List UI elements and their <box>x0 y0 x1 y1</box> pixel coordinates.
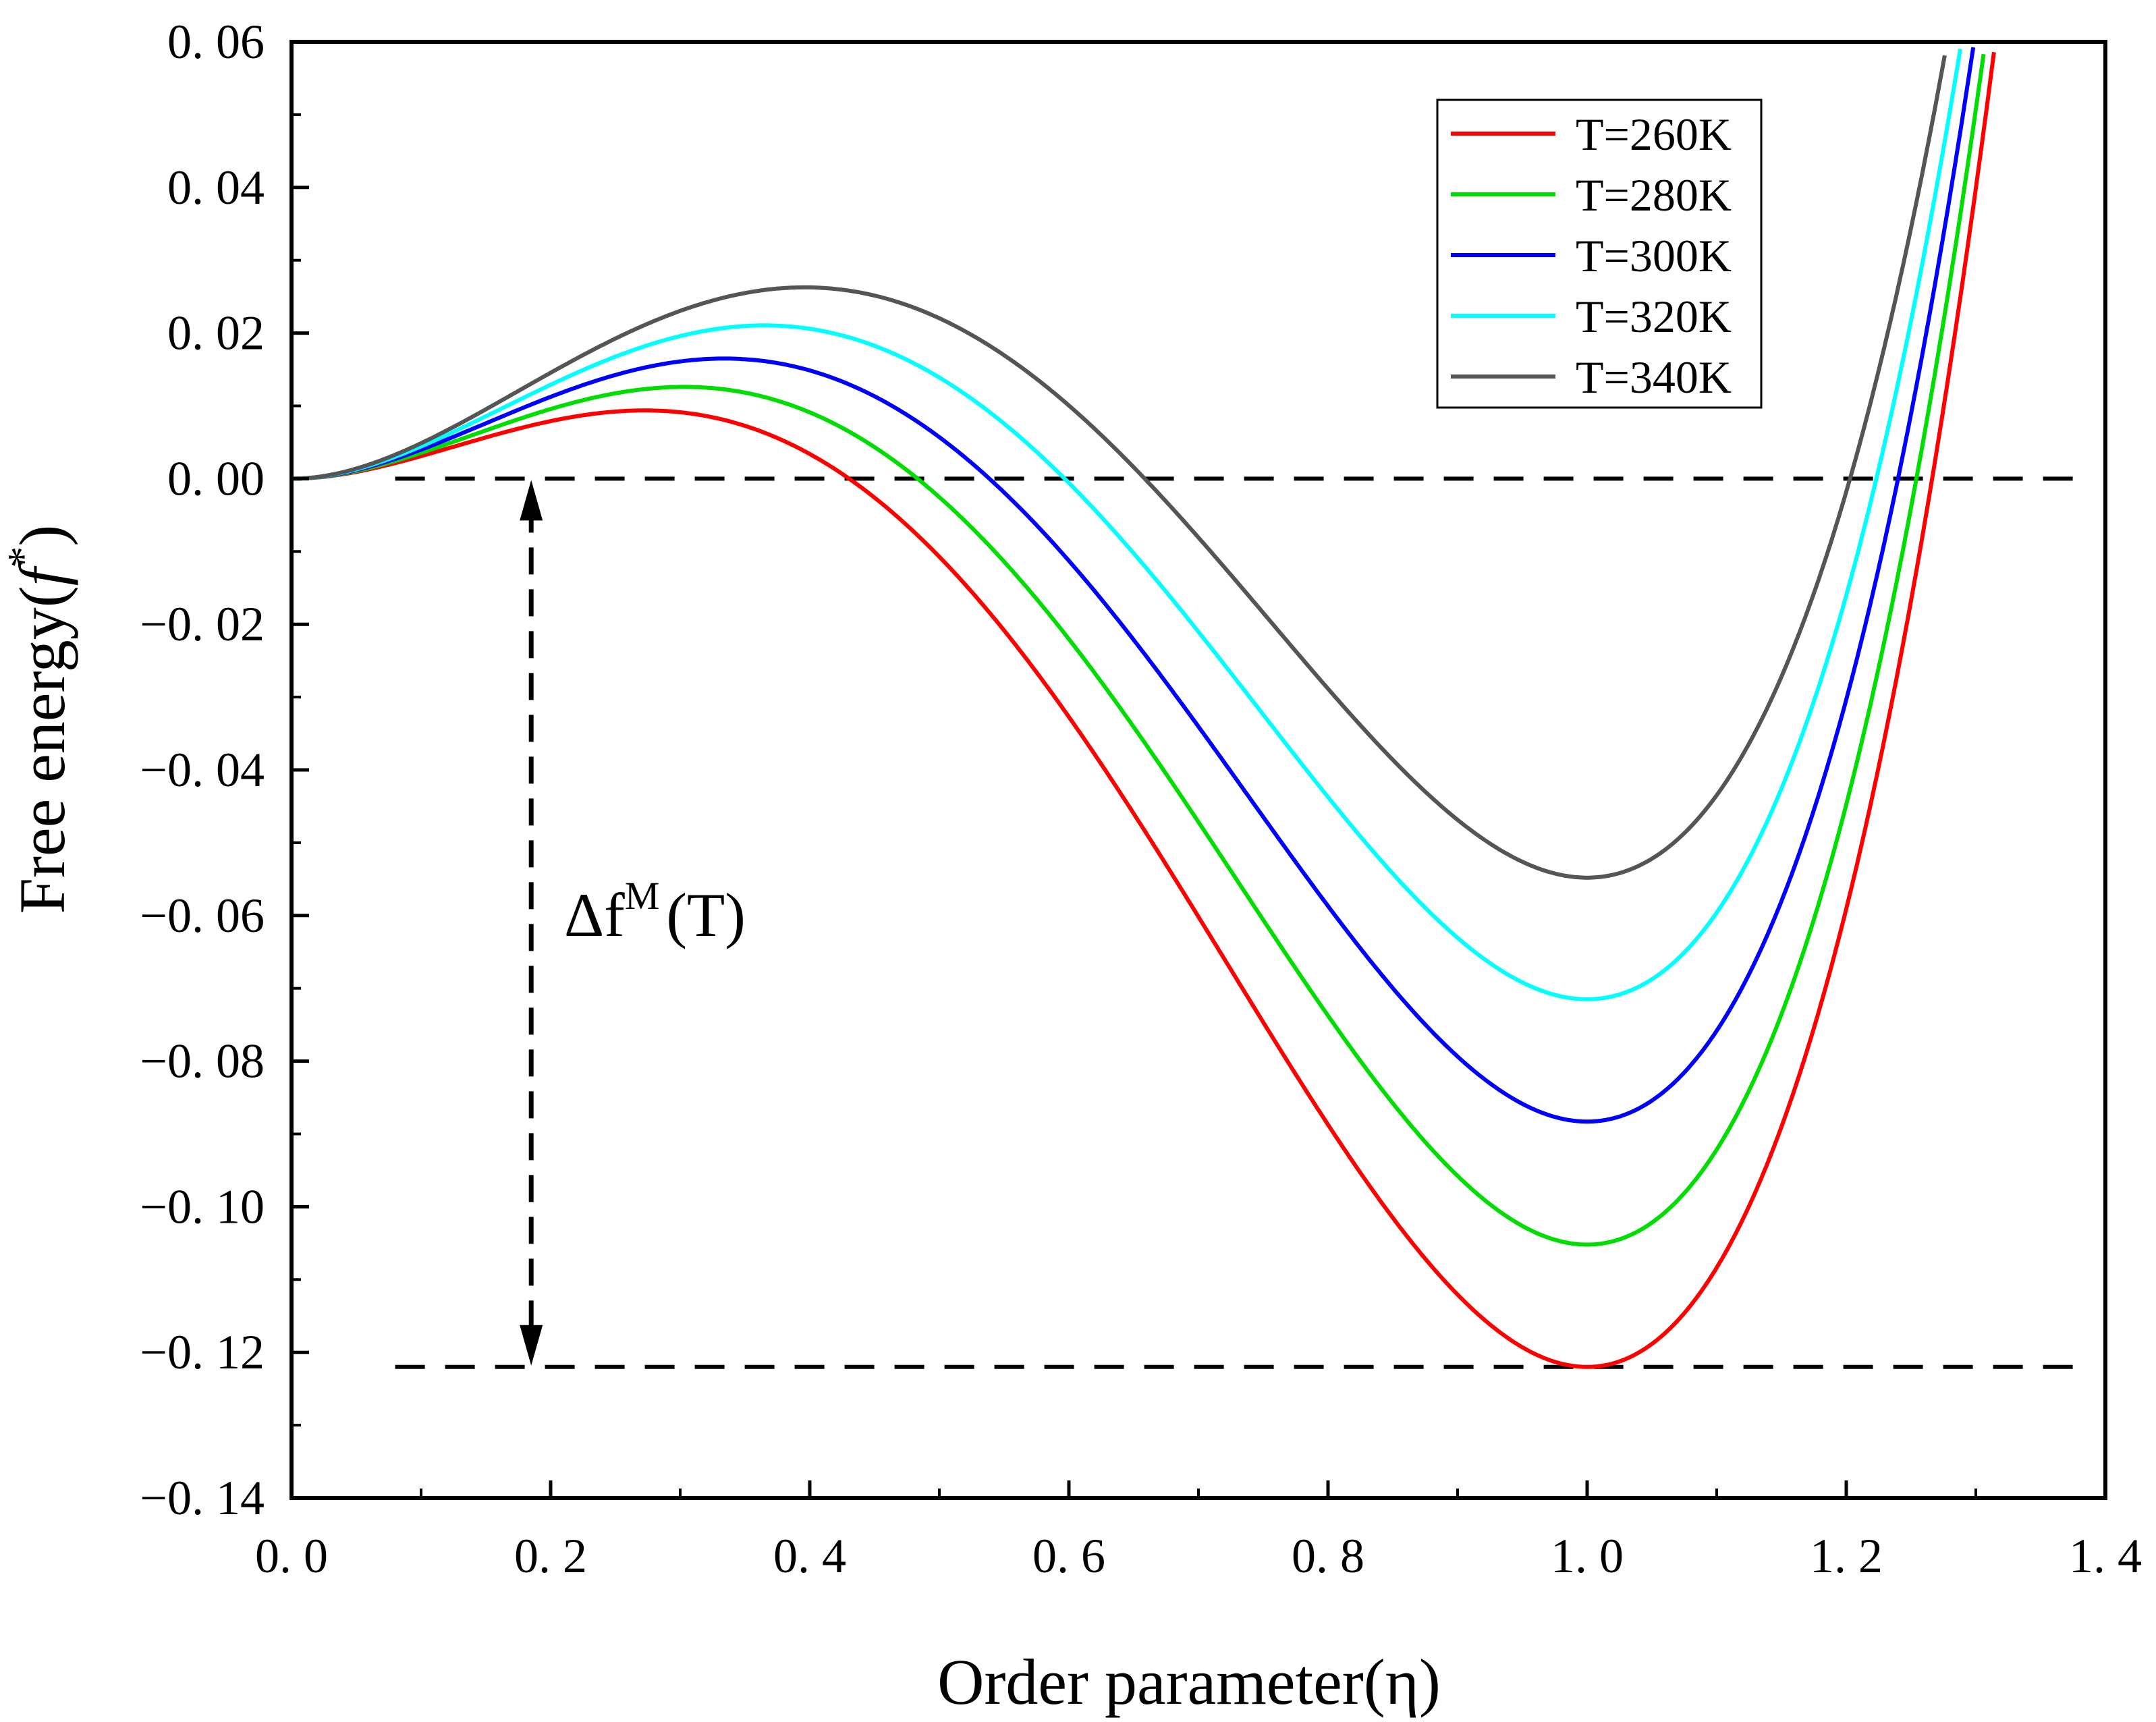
x-tick-label: 1. 2 <box>1810 1529 1883 1583</box>
y-tick-label: −0. 14 <box>140 1471 265 1525</box>
legend-label: T=280K <box>1576 169 1732 221</box>
legend-label: T=260K <box>1576 109 1732 160</box>
series-line-T=340K <box>292 55 1947 880</box>
x-axis-title: Order parameter(η) <box>937 1646 1441 1718</box>
annotation-arrowhead-top <box>520 480 543 521</box>
y-tick-label: 0. 02 <box>167 306 265 360</box>
series-line-T=280K <box>292 53 1986 1247</box>
series-lines <box>292 47 1996 1369</box>
annotation-arrowhead-bottom <box>520 1325 543 1366</box>
y-tick-label: −0. 10 <box>140 1179 265 1233</box>
legend-label: T=340K <box>1576 352 1732 403</box>
y-tick-label: −0. 02 <box>140 597 265 651</box>
y-tick-label: −0. 06 <box>140 889 265 943</box>
delta-f-annotation: ΔfM (T) <box>520 480 746 1366</box>
reference-lines <box>395 476 2085 1369</box>
x-tick-label: 0. 6 <box>1032 1529 1105 1583</box>
y-axis-title: Free energy(f*) <box>0 525 78 914</box>
x-tick-label: 0. 0 <box>255 1529 328 1583</box>
y-tick-label: −0. 08 <box>140 1034 265 1088</box>
series-line-T=300K <box>292 47 1976 1124</box>
annotation-label: ΔfM (T) <box>564 874 746 949</box>
y-tick-label: 0. 04 <box>167 161 265 215</box>
legend: T=260K T=280K T=300K T=320K T=340K <box>1436 99 1763 409</box>
y-tick-label: 0. 00 <box>167 451 265 505</box>
legend-label: T=300K <box>1576 230 1732 281</box>
axes: 0. 0 0. 2 0. 4 0. 6 0. 8 1. 0 1. 2 1. 4 0. 06 0. … <box>140 15 2142 1583</box>
x-tick-label: 1. 0 <box>1551 1529 1624 1583</box>
y-tick-label: −0. 12 <box>140 1325 265 1379</box>
series-line-T=260K <box>292 51 1996 1369</box>
legend-label: T=320K <box>1576 291 1732 342</box>
x-tick-label: 0. 2 <box>514 1529 587 1583</box>
plot-frame <box>289 40 2107 1500</box>
x-tick-label: 0. 4 <box>773 1529 846 1583</box>
y-tick-label: −0. 04 <box>140 743 265 797</box>
y-tick-label: 0. 06 <box>167 15 265 69</box>
x-tick-label: 1. 4 <box>2069 1529 2142 1583</box>
series-line-T=320K <box>292 49 1962 1001</box>
x-tick-label: 0. 8 <box>1292 1529 1364 1583</box>
